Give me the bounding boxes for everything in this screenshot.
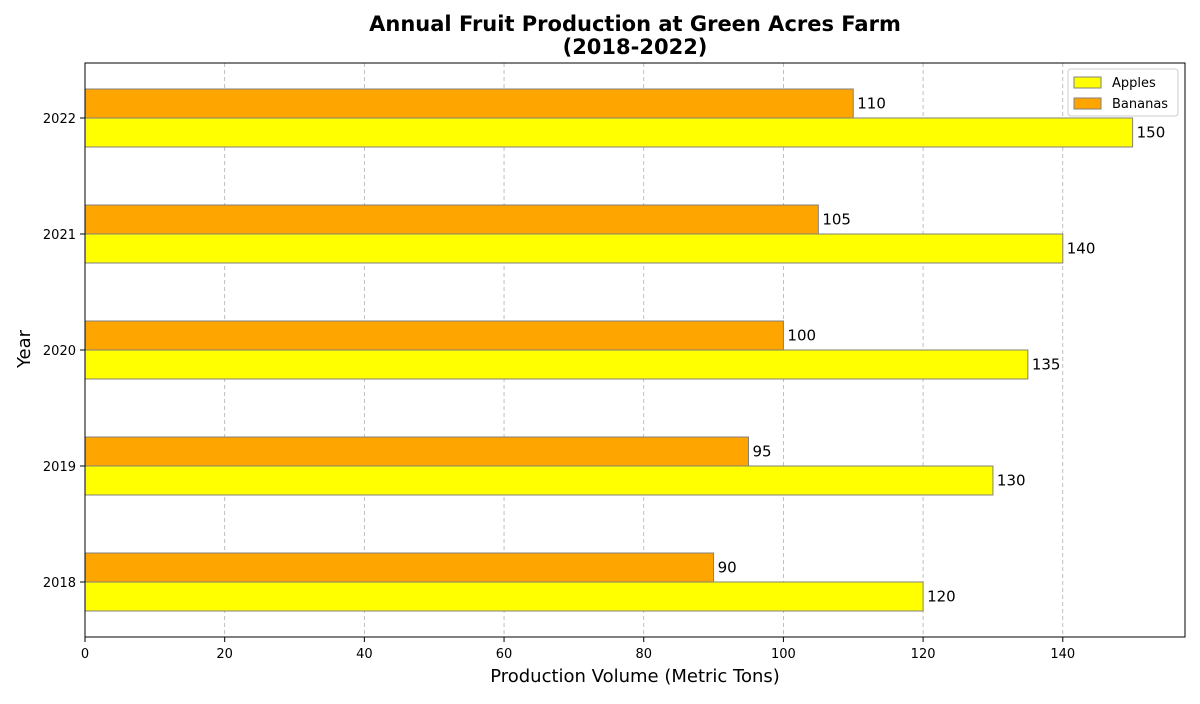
bar-bananas-2018 [84, 552, 715, 583]
y-tick-label: 2019 [43, 460, 76, 475]
bar-apples-2019 [84, 465, 994, 496]
data-label-apples-2022: 150 [1137, 124, 1166, 142]
data-label-apples-2018: 120 [927, 588, 956, 606]
bar-apples-2021 [84, 233, 1064, 264]
x-tick-label: 60 [496, 647, 513, 662]
legend-label-bananas: Bananas [1112, 97, 1168, 112]
data-label-bananas-2019: 95 [752, 443, 771, 461]
legend-label-apples: Apples [1112, 76, 1156, 91]
bar-apples-2020 [84, 349, 1029, 380]
bar-bananas-2020 [84, 320, 784, 351]
bars [84, 88, 1134, 612]
x-tick-label: 40 [356, 647, 373, 662]
legend-swatch-bananas [1073, 97, 1102, 110]
legend: Apples Bananas [1067, 68, 1179, 117]
chart-title-line-2: (2018-2022) [563, 35, 708, 59]
legend-swatch-apples [1073, 76, 1102, 89]
data-label-apples-2021: 140 [1067, 240, 1096, 258]
y-tick-label: 2021 [43, 228, 76, 243]
data-label-bananas-2018: 90 [718, 559, 737, 577]
x-tick-label: 80 [635, 647, 652, 662]
x-tick-label: 20 [216, 647, 233, 662]
y-axis-label: Year [14, 329, 35, 369]
bar-apples-2018 [84, 581, 924, 612]
x-tick-label: 140 [1050, 647, 1075, 662]
data-label-bananas-2022: 110 [857, 95, 886, 113]
x-tick-label: 120 [911, 647, 936, 662]
bar-apples-2022 [84, 117, 1134, 148]
y-tick-label: 2022 [43, 112, 76, 127]
data-label-apples-2020: 135 [1032, 356, 1061, 374]
chart-title-line-1: Annual Fruit Production at Green Acres F… [369, 12, 901, 36]
axes: 0 20 40 60 80 100 120 140 2018 2019 2020 2021 2022 [43, 62, 1186, 662]
x-axis-label: Production Volume (Metric Tons) [490, 666, 780, 687]
data-label-bananas-2020: 100 [787, 327, 816, 345]
y-tick-label: 2018 [43, 576, 76, 591]
data-label-apples-2019: 130 [997, 472, 1026, 490]
bar-bananas-2022 [84, 88, 854, 119]
data-label-bananas-2021: 105 [822, 211, 851, 229]
x-tick-label: 100 [771, 647, 796, 662]
data-labels: 120 90 130 95 135 100 140 105 150 110 [718, 95, 1166, 606]
bar-bananas-2019 [84, 436, 749, 467]
bar-bananas-2021 [84, 204, 819, 235]
y-tick-label: 2020 [43, 344, 76, 359]
x-tick-label: 0 [81, 647, 89, 662]
